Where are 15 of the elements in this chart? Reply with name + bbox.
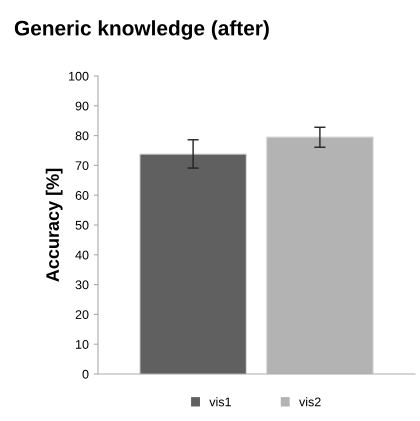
y-tick-label: 50 xyxy=(76,220,88,230)
y-tick-label: 40 xyxy=(75,250,88,260)
y-tick-label: 60 xyxy=(76,191,88,200)
y-tick-label: 20 xyxy=(76,310,88,320)
y-tick-label: 70 xyxy=(76,161,88,170)
y-tick-label: 100 xyxy=(69,72,88,81)
legend-label: vis1 xyxy=(209,397,231,406)
y-tick-label: 80 xyxy=(76,131,88,140)
y-tick-label: 0 xyxy=(82,370,88,379)
y-tick-label: 90 xyxy=(76,102,88,110)
y-axis-title: Accuracy [%] xyxy=(46,168,63,282)
y-tick-label: 30 xyxy=(76,280,88,290)
legend-label: vis2 xyxy=(299,397,321,406)
chart-title: Generic knowledge (after) xyxy=(14,20,269,40)
y-tick-label: 10 xyxy=(76,340,88,349)
